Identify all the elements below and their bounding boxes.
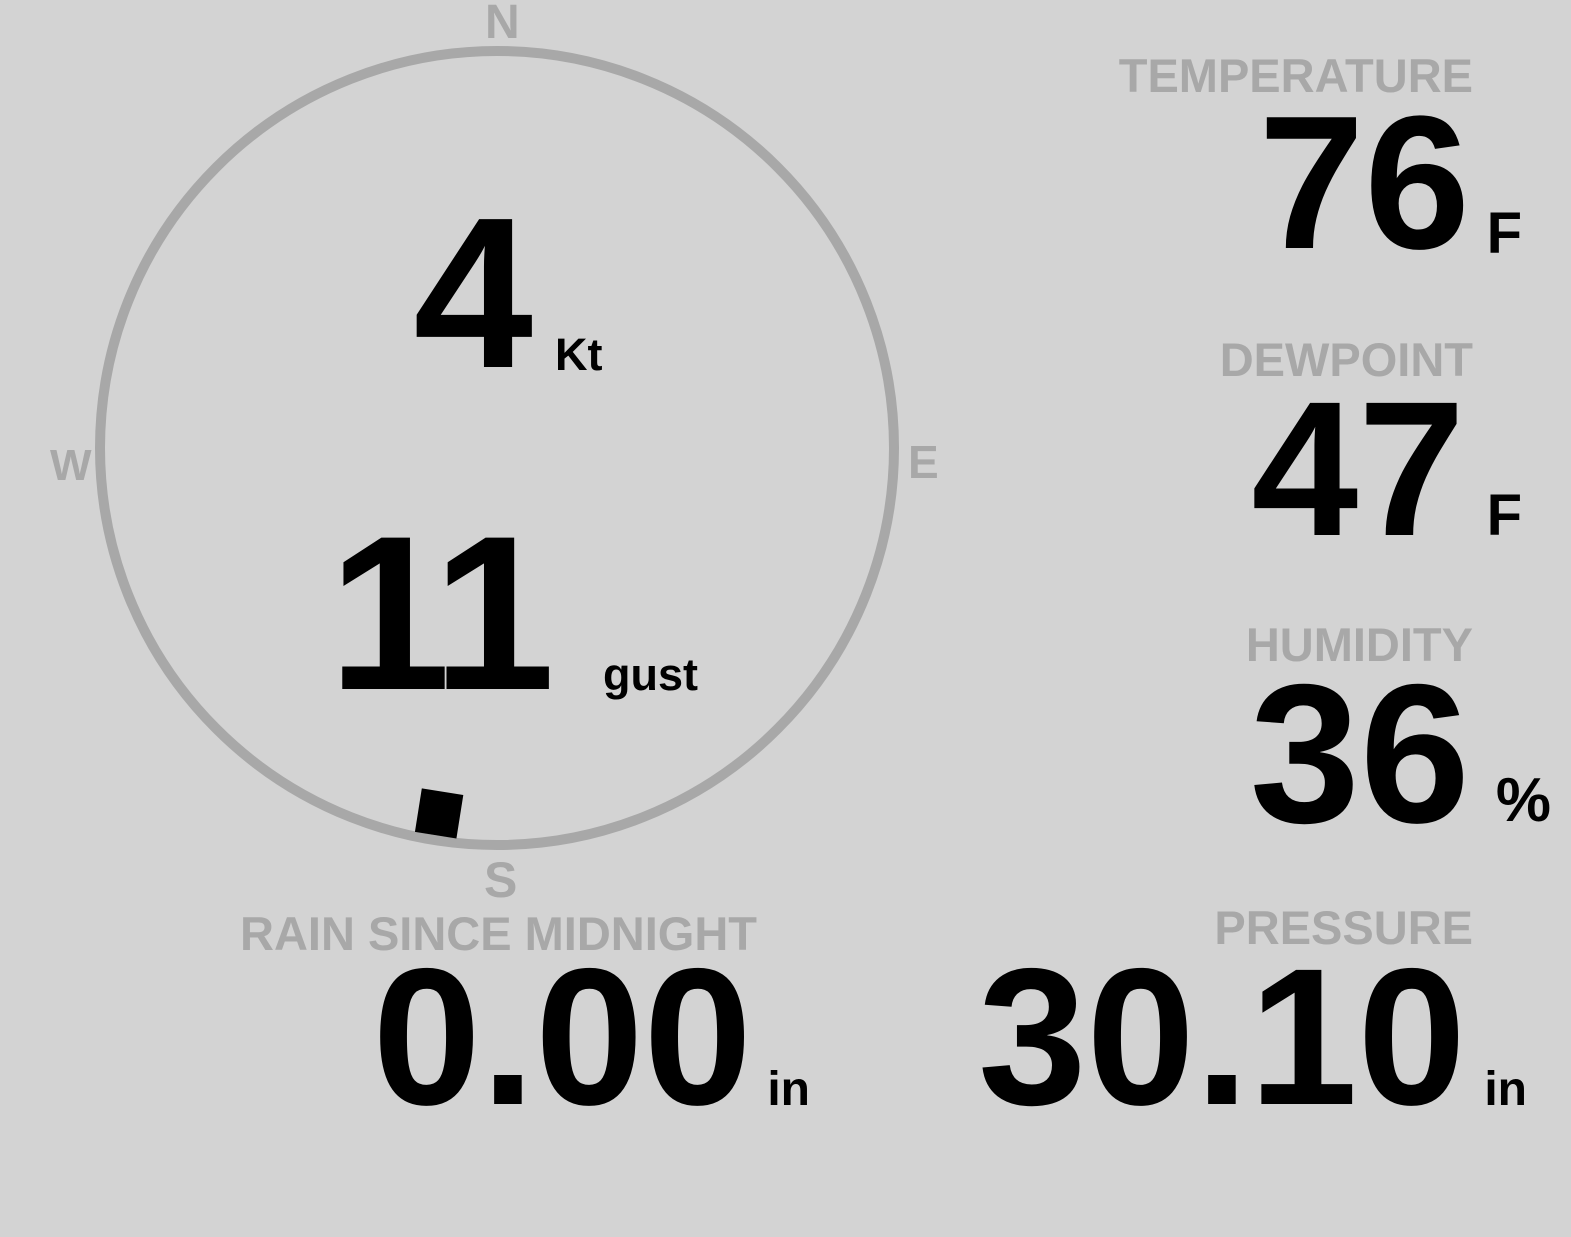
wind-direction-marker [414,788,464,839]
rain-unit: in [767,1063,810,1116]
compass-south-label: S [484,852,518,908]
compass-north-label: N [485,0,520,49]
dewpoint-unit: F [1486,483,1522,548]
wind-gust-unit: gust [603,649,698,700]
pressure-unit: in [1484,1063,1527,1116]
compass-east-label: E [908,436,939,488]
wind-gust-value: 11 [328,490,555,736]
rain-label: RAIN SINCE MIDNIGHT [240,907,757,960]
wind-speed-unit: Kt [555,329,603,380]
pressure-label: PRESSURE [1214,901,1473,954]
wind-speed-value: 4 [413,172,533,413]
temperature-unit: F [1486,201,1522,266]
compass-ring [95,46,899,850]
humidity-value: 36 [1249,643,1470,864]
humidity-unit: % [1495,766,1551,835]
rain-value: 0.00 [372,928,752,1146]
temperature-label: TEMPERATURE [1118,49,1473,102]
humidity-label: HUMIDITY [1245,618,1473,671]
dewpoint-value: 47 [1251,361,1465,576]
dewpoint-label: DEWPOINT [1219,333,1473,386]
pressure-value: 30.10 [978,928,1466,1146]
compass-west-label: W [50,441,92,490]
temperature-value: 76 [1258,77,1470,289]
